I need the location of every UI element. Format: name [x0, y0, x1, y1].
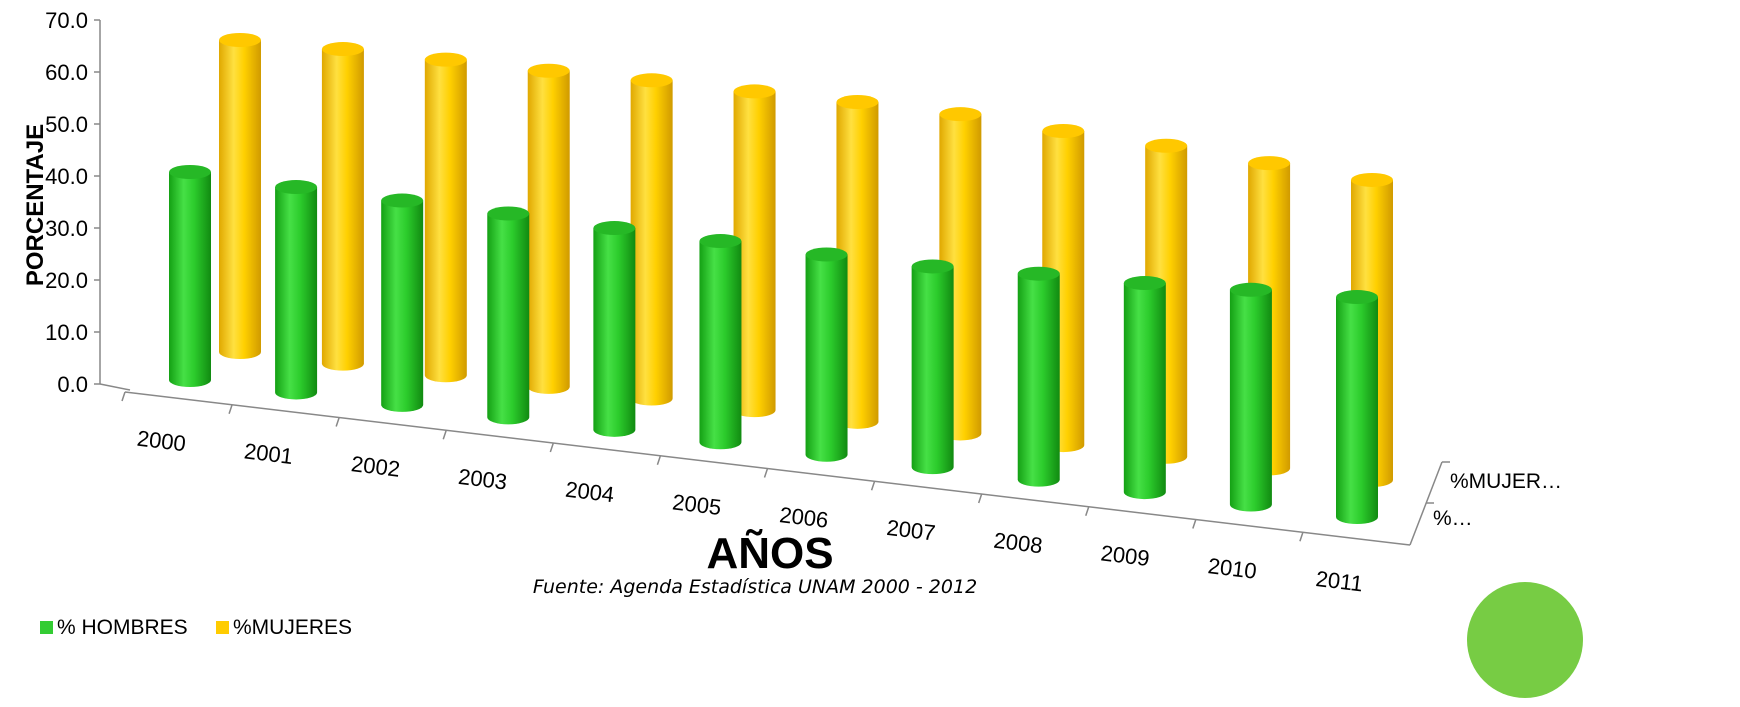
x-tick-label: 2006 [778, 502, 830, 533]
y-tick-label: 50.0 [45, 112, 88, 137]
legend-swatch-mujeres [216, 621, 229, 634]
x-tick-mark [1299, 532, 1304, 542]
x-tick-mark [870, 481, 876, 491]
x-ticks: 2000 2001 2002 2003 2004 2005 2006 2007 2008 2009… [121, 391, 1364, 596]
y-tick-label: 20.0 [45, 268, 88, 293]
x-tick-label: 2010 [1206, 553, 1258, 584]
x-tick-label: 2003 [457, 464, 509, 495]
y-tick-label: 30.0 [45, 216, 88, 241]
y-tick-label: 40.0 [45, 164, 88, 189]
bar-hombres [381, 193, 424, 412]
x-tick-mark [335, 417, 340, 427]
bar-hombres [1123, 276, 1166, 500]
x-tick-label: 2001 [243, 438, 295, 469]
x-tick-label: 2011 [1314, 566, 1364, 596]
y-axis-title: PORCENTAJE [22, 124, 49, 286]
bar-mujeres [321, 42, 364, 371]
x-tick-mark [1192, 519, 1197, 529]
x-tick-label: 2007 [885, 515, 937, 546]
x-tick-label: 2002 [350, 451, 402, 482]
legend-label-mujeres: %MUJERES [233, 616, 352, 639]
y-ticks: 0.0 10.0 20.0 30.0 40.0 50.0 60.0 70.0 [45, 8, 100, 397]
x-tick-label: 2008 [992, 528, 1044, 559]
x-tick-mark [549, 442, 555, 453]
bar-hombres [487, 206, 530, 425]
x-tick-label: 2009 [1099, 540, 1151, 571]
bar-mujeres [527, 63, 570, 394]
bar-hombres [1017, 266, 1060, 487]
bar-hombres [699, 234, 742, 450]
x-axis-title: AÑOS [706, 528, 833, 578]
x-tick-label: 2004 [564, 477, 616, 508]
y-tick-label: 0.0 [57, 372, 88, 397]
x-tick-mark [442, 430, 447, 440]
legend-label-hombres: % HOMBRES [57, 616, 188, 639]
bar-hombres [593, 221, 636, 437]
x-tick-mark [228, 404, 233, 414]
hombres-series [169, 165, 1378, 524]
x-tick-mark [121, 391, 126, 402]
bar-hombres [1336, 290, 1378, 524]
legend-swatch-hombres [40, 621, 53, 634]
bar-mujeres [424, 52, 467, 383]
floor-back-edge [99, 383, 131, 391]
bar-mujeres [733, 84, 776, 418]
bar-hombres [169, 165, 211, 387]
bar-hombres [911, 259, 954, 475]
y-tick-label: 60.0 [45, 60, 88, 85]
decorative-circle [1467, 582, 1583, 698]
source-note: Fuente: Agenda Estadística UNAM 2000 - 2… [533, 576, 977, 598]
x-tick-mark [977, 493, 983, 504]
depth-label-hombres: %… [1433, 507, 1473, 530]
legend: % HOMBRES %MUJERES [40, 616, 352, 639]
x-tick-mark [763, 468, 769, 478]
depth-label-mujeres: %MUJER… [1450, 470, 1562, 493]
y-tick-label: 10.0 [45, 320, 88, 345]
y-tick-label: 70.0 [45, 8, 88, 33]
bar-mujeres [219, 33, 261, 359]
bar-hombres [805, 247, 848, 462]
bar-hombres [275, 180, 318, 400]
x-tick-mark [656, 455, 662, 465]
x-tick-label: 2000 [136, 426, 188, 457]
bar-mujeres [630, 73, 673, 406]
bar-hombres [1229, 282, 1272, 512]
x-tick-mark [1085, 506, 1090, 516]
x-tick-label: 2005 [671, 489, 723, 520]
